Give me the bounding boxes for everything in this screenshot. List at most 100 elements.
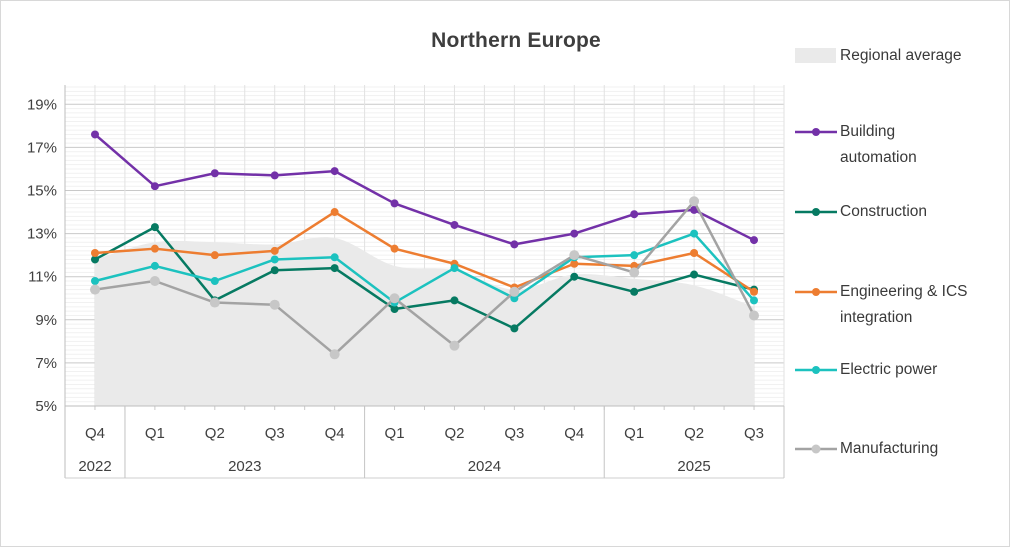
- legend-label: Regional average: [840, 47, 962, 64]
- building-automation-point-5: [390, 199, 399, 208]
- building-automation-point-11: [750, 236, 758, 245]
- chart-title: Northern Europe: [431, 29, 601, 52]
- x-axis-year-label: 2022: [78, 458, 111, 475]
- building-automation-point-8: [570, 229, 579, 238]
- construction-point-5: [390, 305, 399, 314]
- construction-point-7: [510, 324, 519, 333]
- construction-point-0: [91, 255, 99, 264]
- legend-label: Building automation: [840, 123, 917, 166]
- building-automation-point-3: [270, 171, 279, 180]
- manufacturing-point-0: [90, 284, 100, 295]
- x-axis-year-label: 2023: [228, 458, 261, 475]
- x-axis-quarter-label: Q4: [85, 425, 105, 442]
- series-manufacturing: [90, 196, 759, 360]
- x-axis-year-label: 2024: [468, 458, 501, 475]
- construction-point-1: [150, 223, 159, 232]
- manufacturing-point-11: [749, 310, 759, 321]
- axes: [64, 85, 785, 479]
- y-axis-label: 17%: [27, 139, 57, 156]
- construction-point-4: [330, 264, 339, 273]
- legend-label: Electric power: [840, 361, 938, 378]
- building-automation-point-4: [330, 167, 339, 176]
- x-axis-quarter-label: Q1: [385, 425, 405, 442]
- construction-point-9: [630, 287, 639, 296]
- series-line-manufacturing: [94, 200, 756, 356]
- legend-item-engineering-ics-integration: Engineering & ICS integration: [794, 279, 974, 331]
- construction-point-3: [270, 266, 279, 275]
- electric-power-point-9: [630, 251, 639, 260]
- electric-power-point-1: [150, 261, 159, 270]
- manufacturing-point-4: [329, 349, 340, 360]
- x-axis-quarter-label: Q4: [564, 425, 584, 442]
- building-automation-point-6: [450, 220, 459, 229]
- building-automation-point-7: [510, 240, 519, 249]
- y-axis-label: 7%: [35, 355, 57, 372]
- building-automation-point-9: [630, 210, 639, 219]
- engineering-ics-integration-point-4: [330, 208, 339, 217]
- legend-line-marker-electric-power: [794, 357, 840, 383]
- manufacturing-point-1: [149, 276, 160, 287]
- y-axis-label: 19%: [27, 96, 57, 113]
- x-axis-quarter-label: Q2: [205, 425, 225, 442]
- engineering-ics-integration-point-11: [750, 287, 758, 296]
- electric-power-point-6: [450, 264, 459, 273]
- legend-item-building-automation: Building automation: [794, 119, 974, 171]
- legend-line-marker-engineering-ics-integration: [794, 279, 840, 305]
- manufacturing-point-9: [629, 267, 640, 278]
- electric-power-point-4: [330, 253, 339, 262]
- series-engineering-ics-integration: [91, 208, 758, 296]
- x-axis-quarter-label: Q3: [504, 425, 524, 442]
- building-automation-point-0: [91, 130, 99, 139]
- manufacturing-point-3: [269, 299, 280, 310]
- engineering-ics-integration-point-5: [390, 244, 399, 253]
- series-line-electric-power: [94, 232, 755, 304]
- engineering-ics-integration-point-0: [91, 248, 99, 257]
- x-axis-year-label: 2025: [677, 458, 710, 475]
- electric-power-point-10: [690, 229, 699, 238]
- engineering-ics-integration-point-1: [150, 244, 159, 253]
- x-axis-quarter-label: Q1: [145, 425, 165, 442]
- manufacturing-point-5: [389, 293, 400, 304]
- building-automation-point-2: [210, 169, 219, 178]
- legend-line-marker-manufacturing: [794, 436, 840, 462]
- electric-power-point-2: [210, 277, 219, 286]
- manufacturing-point-8: [569, 250, 580, 261]
- engineering-ics-integration-point-2: [210, 251, 219, 260]
- x-axis-quarter-label: Q2: [444, 425, 464, 442]
- legend-line-marker-building-automation: [794, 119, 840, 145]
- legend-item-regional-average: Regional average: [794, 43, 974, 69]
- y-axis-label: 13%: [27, 226, 57, 243]
- legend-label: Engineering & ICS integration: [840, 283, 968, 326]
- electric-power-point-11: [750, 296, 758, 305]
- legend-item-manufacturing: Manufacturing: [794, 436, 974, 462]
- legend-line-marker-construction: [794, 199, 840, 225]
- series-line-building-automation: [94, 133, 755, 246]
- series-line-engineering-ics-integration: [94, 210, 755, 293]
- y-axis-label: 5%: [35, 398, 57, 415]
- manufacturing-point-7: [509, 286, 520, 297]
- engineering-ics-integration-point-8: [570, 259, 579, 268]
- legend-area-swatch: [794, 43, 840, 69]
- construction-point-6: [450, 296, 459, 305]
- legend-item-electric-power: Electric power: [794, 357, 974, 383]
- electric-power-point-0: [91, 277, 99, 286]
- electric-power-point-3: [270, 255, 279, 264]
- building-automation-point-10: [690, 205, 699, 214]
- manufacturing-point-2: [209, 297, 220, 308]
- y-axis-label: 9%: [35, 312, 57, 329]
- building-automation-point-1: [150, 182, 159, 191]
- manufacturing-point-10: [689, 196, 700, 207]
- y-axis-label: 15%: [27, 183, 57, 200]
- y-axis-label: 11%: [28, 269, 57, 286]
- x-axis-quarter-label: Q1: [624, 425, 644, 442]
- legend-item-construction: Construction: [794, 199, 974, 225]
- legend-label: Manufacturing: [840, 440, 939, 457]
- engineering-ics-integration-point-3: [270, 246, 279, 255]
- x-axis-quarter-label: Q3: [744, 425, 764, 442]
- construction-point-10: [690, 270, 699, 279]
- legend-label: Construction: [840, 203, 928, 220]
- engineering-ics-integration-point-10: [690, 248, 699, 257]
- series-building-automation: [91, 130, 758, 249]
